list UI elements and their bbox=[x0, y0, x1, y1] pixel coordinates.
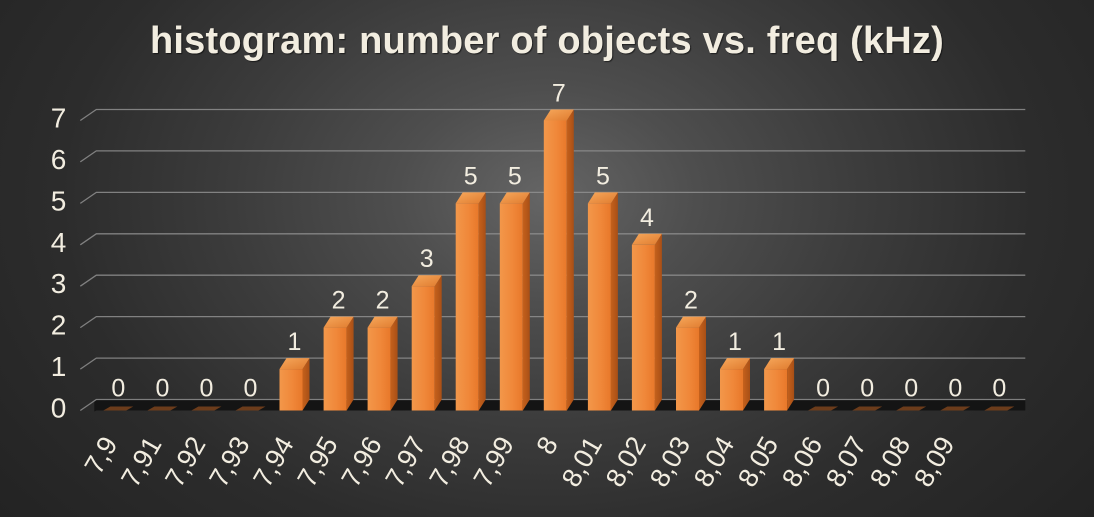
svg-text:8: 8 bbox=[530, 432, 563, 460]
svg-text:4: 4 bbox=[51, 227, 67, 258]
svg-text:8,09: 8,09 bbox=[908, 432, 960, 493]
svg-text:3: 3 bbox=[51, 268, 67, 299]
svg-text:0: 0 bbox=[111, 375, 125, 403]
svg-text:1: 1 bbox=[772, 328, 786, 356]
svg-text:7,95: 7,95 bbox=[292, 432, 344, 493]
svg-text:7,92: 7,92 bbox=[159, 432, 211, 493]
svg-text:7,98: 7,98 bbox=[424, 432, 476, 493]
svg-text:7,97: 7,97 bbox=[380, 432, 432, 493]
svg-text:2: 2 bbox=[684, 287, 698, 315]
svg-text:8,01: 8,01 bbox=[556, 432, 608, 493]
svg-text:7,93: 7,93 bbox=[203, 432, 255, 493]
svg-text:0: 0 bbox=[860, 375, 874, 403]
svg-text:3: 3 bbox=[420, 245, 434, 273]
svg-text:7,91: 7,91 bbox=[115, 432, 167, 493]
svg-text:0: 0 bbox=[992, 375, 1006, 403]
svg-text:1: 1 bbox=[51, 351, 67, 382]
svg-text:5: 5 bbox=[51, 185, 67, 216]
svg-text:5: 5 bbox=[464, 162, 478, 190]
svg-text:1: 1 bbox=[288, 328, 302, 356]
svg-text:0: 0 bbox=[948, 375, 962, 403]
svg-text:0: 0 bbox=[155, 375, 169, 403]
svg-text:1: 1 bbox=[728, 328, 742, 356]
svg-text:8,08: 8,08 bbox=[864, 432, 916, 493]
svg-text:7: 7 bbox=[51, 103, 67, 134]
svg-text:4: 4 bbox=[640, 204, 654, 232]
svg-text:8,07: 8,07 bbox=[820, 432, 872, 493]
svg-text:0: 0 bbox=[51, 393, 67, 424]
svg-text:8,06: 8,06 bbox=[776, 432, 828, 493]
svg-text:8,03: 8,03 bbox=[644, 432, 696, 493]
svg-text:2: 2 bbox=[51, 310, 67, 341]
svg-text:5: 5 bbox=[508, 162, 522, 190]
svg-text:7,9: 7,9 bbox=[79, 432, 124, 480]
svg-text:0: 0 bbox=[816, 375, 830, 403]
svg-text:8,04: 8,04 bbox=[688, 432, 740, 493]
svg-text:0: 0 bbox=[904, 375, 918, 403]
svg-text:0: 0 bbox=[244, 375, 258, 403]
svg-text:0: 0 bbox=[199, 375, 213, 403]
svg-text:7,94: 7,94 bbox=[247, 432, 299, 493]
svg-text:7: 7 bbox=[552, 80, 566, 108]
svg-text:5: 5 bbox=[596, 162, 610, 190]
svg-text:6: 6 bbox=[51, 144, 67, 175]
svg-text:8,05: 8,05 bbox=[732, 432, 784, 493]
svg-text:2: 2 bbox=[376, 287, 390, 315]
svg-text:2: 2 bbox=[332, 287, 346, 315]
svg-text:8,02: 8,02 bbox=[600, 432, 652, 493]
svg-text:7,96: 7,96 bbox=[336, 432, 388, 493]
svg-text:7,99: 7,99 bbox=[468, 432, 520, 493]
